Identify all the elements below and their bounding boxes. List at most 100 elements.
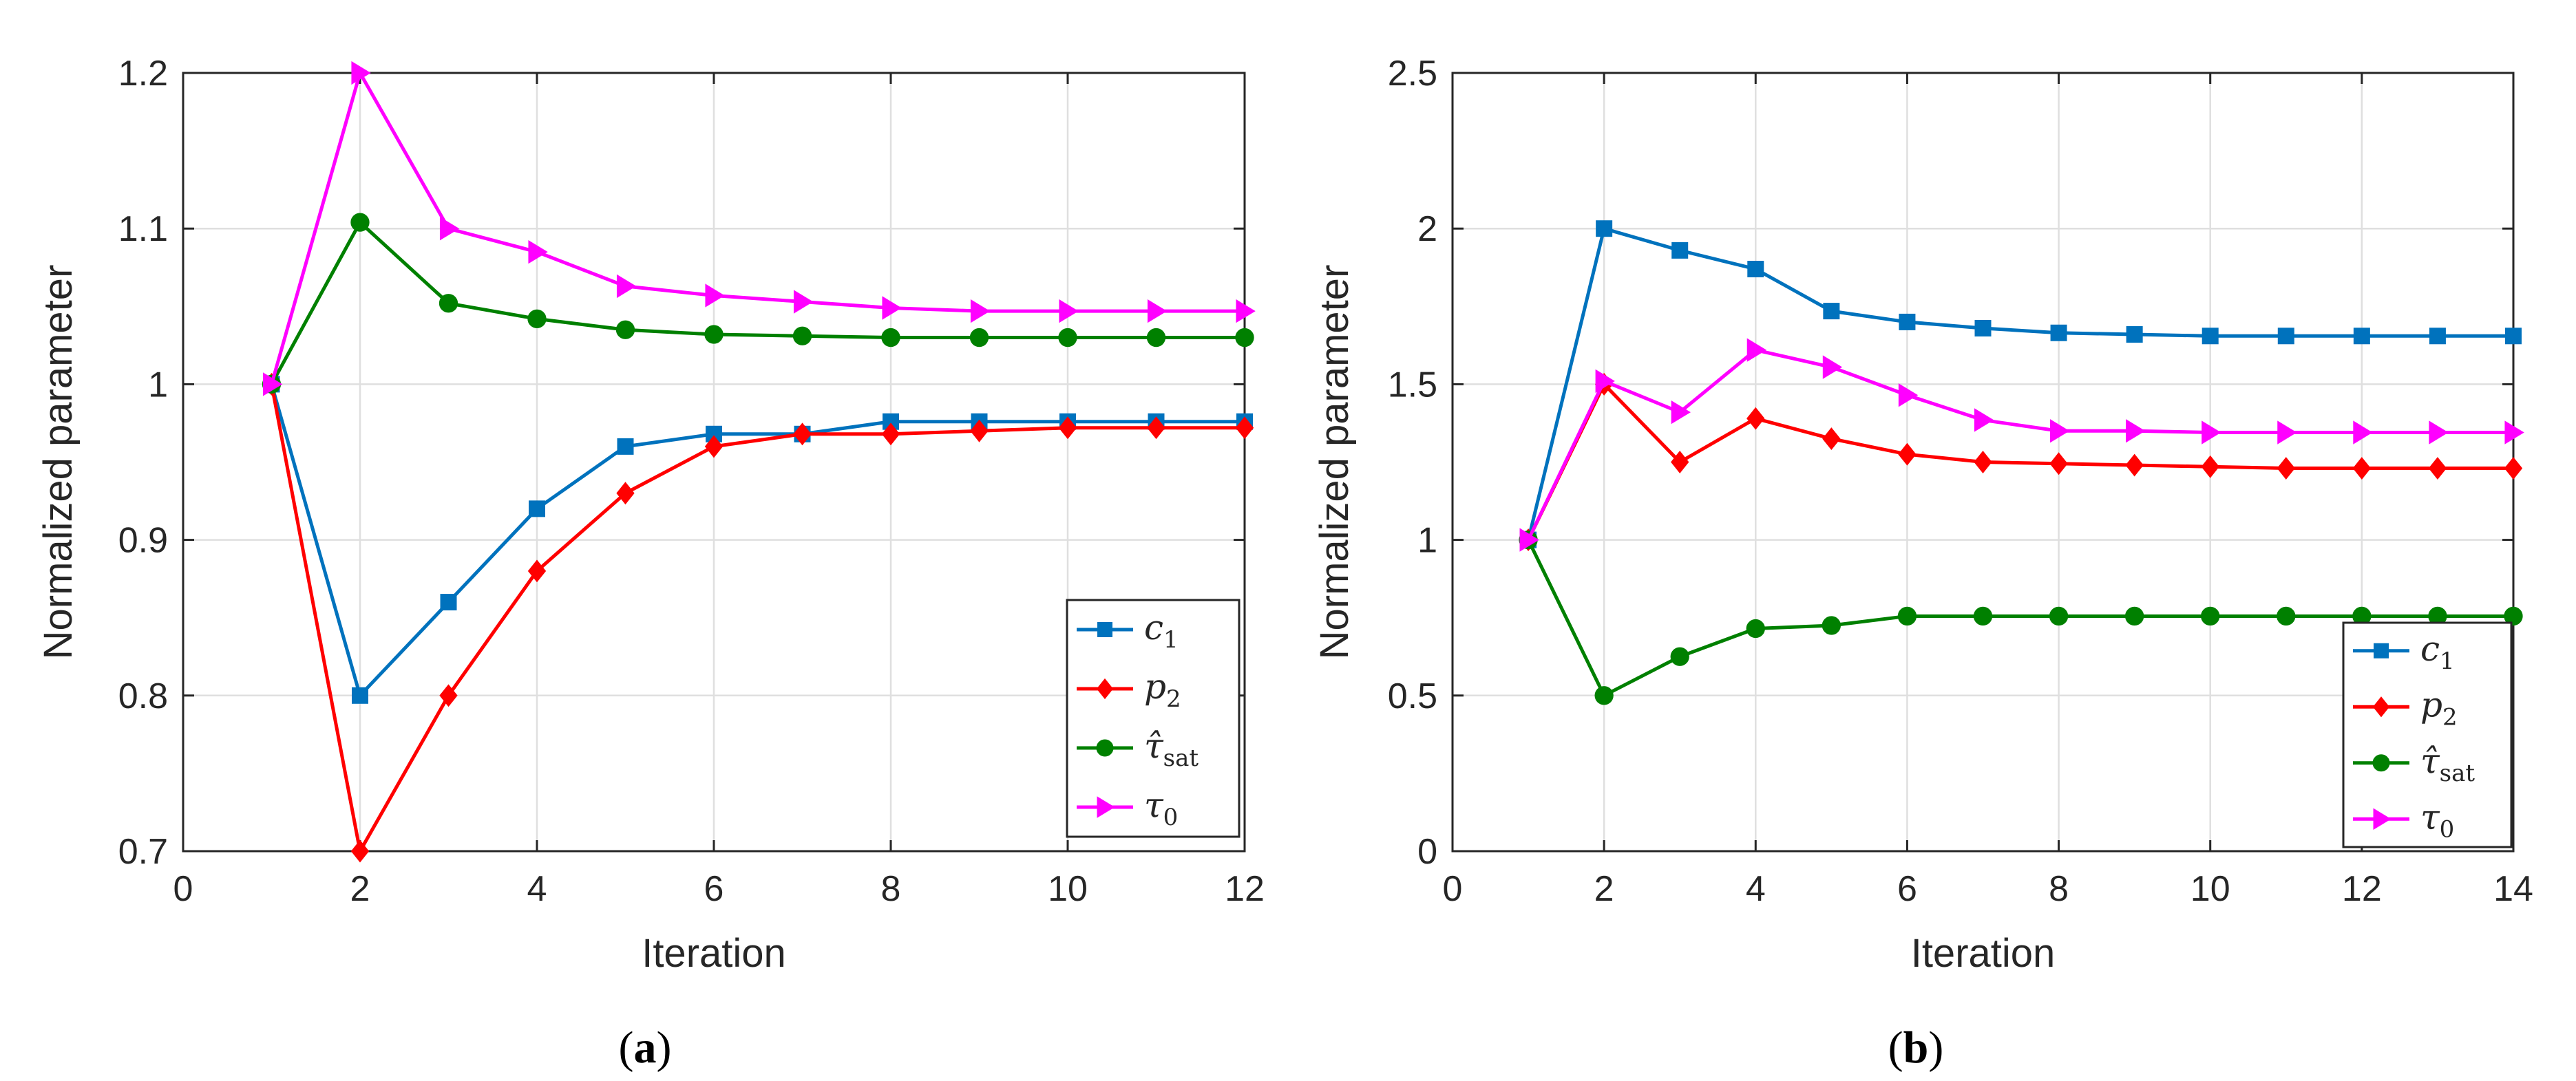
data-point — [793, 290, 814, 314]
data-point — [439, 217, 460, 241]
y-tick-label: 1.5 — [1388, 365, 1437, 405]
x-tick-label: 10 — [2190, 869, 2230, 909]
data-point — [1974, 319, 1992, 336]
data-point — [351, 61, 371, 85]
y-axis-label: Normalized parameter — [36, 265, 81, 660]
data-point — [2277, 606, 2296, 626]
legend-marker — [2373, 808, 2392, 831]
x-tick-label: 6 — [704, 869, 724, 909]
data-point — [705, 283, 725, 308]
data-point — [1595, 369, 1615, 394]
legend-box — [2342, 621, 2513, 848]
legend-label: τ0 — [1144, 785, 1178, 831]
data-point — [1974, 451, 1992, 473]
series-2 — [1519, 530, 2523, 705]
data-point — [1898, 383, 1919, 407]
data-point — [793, 422, 812, 446]
data-point — [704, 325, 724, 344]
legend-label: p2 — [1144, 667, 1181, 713]
legend-subscript: 2 — [2442, 703, 2458, 731]
data-point — [2277, 420, 2297, 445]
data-point — [2277, 328, 2294, 345]
data-point — [1746, 619, 1765, 639]
data-point — [1671, 451, 1689, 473]
y-tick-label: 2 — [1417, 209, 1437, 249]
data-point — [1147, 299, 1168, 323]
data-point — [1519, 528, 1539, 552]
series-3 — [262, 61, 1256, 396]
legend-label: τ0 — [2420, 797, 2454, 843]
data-point — [1822, 427, 1841, 451]
data-point — [792, 326, 812, 345]
data-point — [440, 594, 457, 611]
y-tick-label: 0.8 — [118, 676, 168, 716]
x-axis-label: Iteration — [642, 931, 786, 976]
series-line — [1526, 226, 2513, 541]
x-tick-label: 8 — [881, 869, 901, 909]
data-point — [882, 296, 902, 320]
data-point — [1235, 416, 1254, 440]
data-point — [1897, 606, 1917, 626]
data-point — [1058, 328, 1077, 347]
data-point — [1974, 408, 1994, 432]
data-point — [2126, 326, 2143, 343]
x-tick-label: 4 — [527, 869, 547, 909]
legend-label: c1 — [1144, 608, 1179, 654]
legend-entry: c1 — [1077, 608, 1179, 654]
y-tick-label: 0.9 — [118, 521, 168, 561]
x-tick-label: 4 — [1746, 869, 1766, 909]
series-3 — [1519, 338, 2524, 552]
data-point — [2202, 328, 2219, 345]
legend-entry: p2 — [2353, 685, 2458, 731]
legend-marker — [1096, 678, 1114, 700]
legend-symbol: c — [1144, 608, 1163, 647]
legend-entry: p2 — [1077, 667, 1181, 713]
chart-b: 0 2 4 6 8 10 12 1400.511.522.5IterationNormaliz… — [1312, 54, 2533, 1073]
data-point — [2429, 420, 2449, 445]
legend-label: p2 — [2420, 685, 2458, 731]
legend-symbol: τ̂ — [1144, 726, 1164, 766]
legend-subscript: 2 — [1166, 685, 1181, 713]
series-1 — [262, 372, 1254, 863]
data-point — [527, 309, 547, 329]
legend-box — [1066, 599, 1241, 838]
legend-entry: τ0 — [2353, 797, 2454, 843]
data-point — [2277, 457, 2295, 480]
y-tick-label: 0.5 — [1388, 676, 1437, 716]
legend-marker — [2372, 696, 2390, 718]
series-line — [1526, 539, 2513, 698]
legend-marker — [2372, 754, 2390, 772]
data-point — [1235, 328, 1254, 347]
data-point — [1671, 400, 1691, 425]
legend-subscript: 0 — [1163, 804, 1179, 831]
legend-label: c1 — [2420, 629, 2455, 675]
caption-letter: a — [634, 1023, 657, 1073]
x-tick-label: 12 — [2342, 869, 2382, 909]
data-point — [528, 239, 548, 264]
data-point — [350, 213, 370, 232]
legend-subscript: sat — [2440, 760, 2475, 787]
data-point — [350, 839, 370, 863]
y-tick-label: 0 — [1417, 832, 1437, 872]
data-point — [2201, 455, 2219, 478]
data-point — [2202, 420, 2221, 445]
data-point — [704, 435, 724, 458]
y-tick-label: 1.2 — [118, 54, 168, 94]
legend-symbol: p — [2420, 685, 2442, 725]
data-point — [615, 320, 635, 339]
data-point — [1236, 299, 1256, 323]
x-tick-label: 12 — [1225, 869, 1265, 909]
data-point — [527, 559, 547, 583]
chart-a: 0 2 4 6 8 10 120.70.80.911.11.2IterationNormal… — [36, 54, 1265, 1073]
data-point — [2050, 419, 2070, 443]
data-point — [1823, 303, 1840, 320]
data-point — [616, 274, 637, 299]
x-tick-label: 6 — [1897, 869, 1917, 909]
series-2 — [262, 213, 1254, 394]
x-tick-label: 2 — [350, 869, 370, 909]
series-line — [270, 220, 1245, 385]
legend-subscript: 1 — [2440, 647, 2455, 675]
data-point — [352, 687, 368, 704]
data-point — [2504, 606, 2523, 626]
